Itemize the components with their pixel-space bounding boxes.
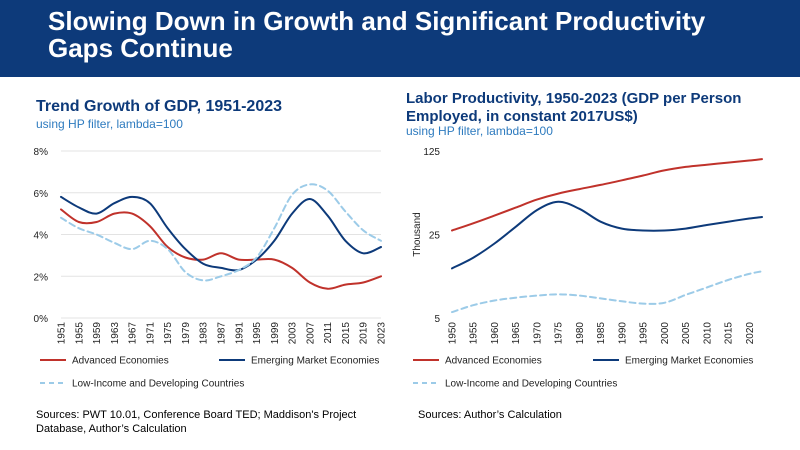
- x-tick-label: 1971: [145, 322, 156, 345]
- title-banner: Slowing Down in Growth and Significant P…: [0, 0, 800, 77]
- y-tick-label: 125: [423, 147, 440, 158]
- y-axis-title: Thousand: [412, 212, 423, 256]
- x-tick-label: 2011: [323, 322, 334, 344]
- x-tick-label: 2023: [377, 322, 388, 345]
- legend-label-low-income-and-developing-countries: Low-Income and Developing Countries: [72, 379, 244, 390]
- x-tick-label: 1991: [234, 322, 245, 345]
- x-tick-label: 1970: [532, 322, 543, 345]
- x-tick-label: 1979: [181, 322, 192, 345]
- x-tick-label: 2010: [702, 322, 713, 345]
- series-line-advanced-economies: [451, 158, 763, 232]
- y-tick-label: 5: [434, 314, 440, 325]
- series-line-low-income-and-developing-countries: [60, 183, 382, 282]
- y-tick-label: 8%: [34, 147, 49, 158]
- y-tick-label: 6%: [34, 189, 49, 200]
- x-tick-label: 1951: [57, 322, 68, 345]
- y-tick-label: 25: [429, 231, 441, 242]
- legend-label-low-income-and-developing-countries: Low-Income and Developing Countries: [445, 379, 617, 390]
- x-tick-label: 1983: [199, 322, 210, 345]
- x-tick-label: 1975: [554, 322, 565, 345]
- x-tick-label: 1990: [617, 322, 628, 345]
- x-tick-label: 1960: [490, 322, 501, 345]
- x-tick-label: 1995: [252, 322, 263, 345]
- x-tick-label: 1985: [596, 322, 607, 345]
- x-tick-label: 1955: [74, 322, 85, 345]
- left-source-note: Sources: PWT 10.01, Conference Board TED…: [36, 409, 357, 435]
- x-tick-label: 1980: [575, 322, 586, 345]
- x-tick-label: 1955: [469, 322, 480, 345]
- x-tick-label: 2000: [660, 322, 671, 345]
- left-chart-subtitle: using HP filter, lambda=100: [36, 117, 183, 131]
- slide-title: Slowing Down in Growth and Significant P…: [48, 6, 706, 63]
- labor-productivity-chart: 5 25 125 1950 1955 1960 1965 1970 1975 1980 1985 19…: [412, 147, 763, 390]
- x-tick-label: 1963: [110, 322, 121, 345]
- y-tick-label: 4%: [34, 231, 49, 242]
- gdp-growth-chart: 0% 2% 4% 6% 8% 1951 1955 1959 1963 1967 1971 1975 19…: [34, 147, 388, 390]
- right-source-note: Sources: Author’s Calculation: [418, 409, 562, 421]
- x-tick-label: 2015: [341, 322, 352, 345]
- x-tick-label: 1987: [217, 322, 228, 345]
- x-tick-label: 2019: [359, 322, 370, 345]
- legend-label-emerging-market-economies: Emerging Market Economies: [251, 356, 379, 367]
- legend-label-emerging-market-economies: Emerging Market Economies: [625, 356, 753, 367]
- x-tick-label: 2003: [288, 322, 299, 345]
- legend-label-advanced-economies: Advanced Economies: [445, 356, 542, 367]
- y-tick-label: 0%: [34, 314, 49, 325]
- x-tick-label: 2005: [681, 322, 692, 345]
- right-chart-subtitle: using HP filter, lambda=100: [406, 124, 553, 138]
- series-line-emerging-market-economies: [60, 195, 382, 272]
- x-tick-label: 2015: [724, 322, 735, 345]
- x-tick-label: 1999: [270, 322, 281, 345]
- x-tick-label: 1959: [92, 322, 103, 345]
- x-tick-label: 2020: [745, 322, 756, 345]
- x-tick-label: 1995: [639, 322, 650, 345]
- legend-label-advanced-economies: Advanced Economies: [72, 356, 169, 367]
- right-chart-title: Labor Productivity, 1950-2023 (GDP per P…: [406, 90, 742, 125]
- y-tick-label: 2%: [34, 272, 49, 283]
- x-tick-label: 1950: [448, 322, 459, 345]
- series-line-advanced-economies: [60, 208, 382, 290]
- series-line-emerging-market-economies: [451, 200, 763, 270]
- left-chart-title: Trend Growth of GDP, 1951-2023: [36, 98, 283, 115]
- x-tick-label: 2007: [305, 322, 316, 345]
- series-line-low-income-and-developing-countries: [451, 270, 763, 314]
- x-tick-label: 1967: [128, 322, 139, 345]
- x-tick-label: 1975: [163, 322, 174, 345]
- x-tick-label: 1965: [511, 322, 522, 345]
